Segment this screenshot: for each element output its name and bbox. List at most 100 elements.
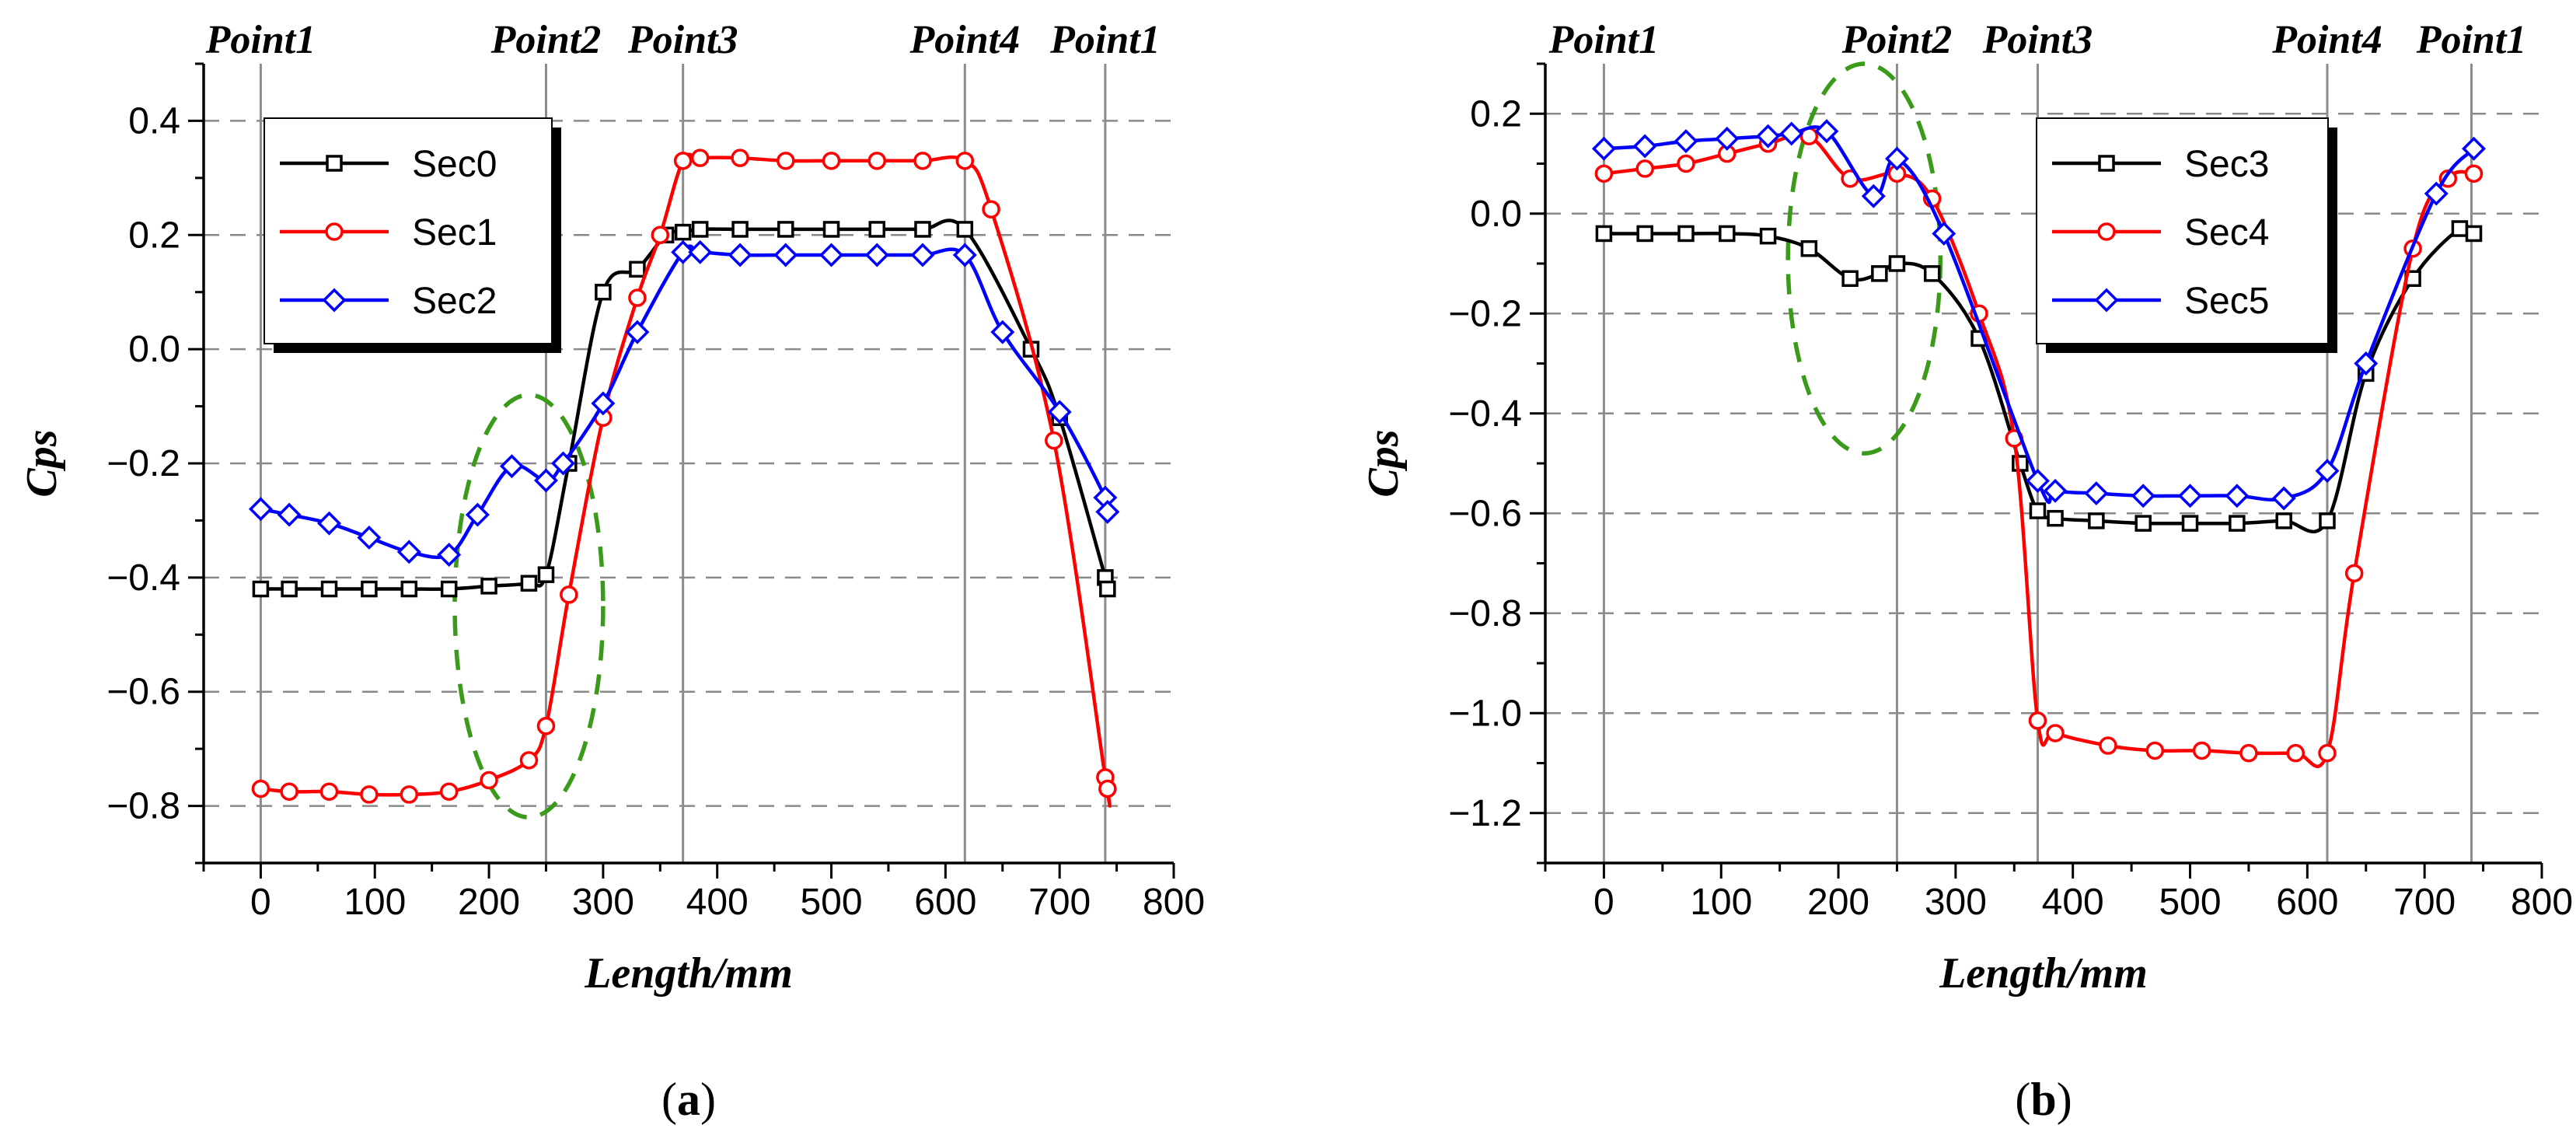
data-point-sec1	[913, 152, 932, 170]
data-point-sec2	[357, 525, 382, 550]
data-point-sec3	[1841, 270, 1859, 288]
data-point-sec0	[914, 221, 931, 238]
y-axis-title: Cps	[18, 429, 66, 497]
x-axis-title: Length/mm	[1939, 949, 2148, 998]
x-tick-label: 100	[344, 882, 406, 923]
data-point-sec3	[2275, 512, 2292, 529]
x-tick-label: 400	[686, 882, 749, 923]
data-point-sec0	[629, 260, 646, 278]
data-point-sec3	[1636, 225, 1653, 243]
data-point-sec4	[1635, 159, 1654, 178]
data-point-sec3	[1595, 225, 1613, 243]
data-point-sec0	[731, 221, 749, 238]
data-point-sec3	[2229, 515, 2246, 532]
data-point-sec4	[2286, 743, 2305, 763]
data-point-sec3	[2319, 512, 2336, 529]
data-point-sec3	[2088, 512, 2105, 529]
data-point-sec5	[2225, 484, 2250, 508]
data-point-sec5	[1861, 183, 1886, 208]
data-point-sec0	[480, 578, 497, 595]
data-point-sec1	[1098, 779, 1117, 798]
data-point-sec2	[591, 391, 616, 416]
y-tick-label: −1.0	[1448, 693, 1522, 734]
point-label: Point4	[2271, 18, 2382, 62]
data-point-sec3	[1923, 265, 1941, 282]
x-tick-label: 400	[2042, 882, 2104, 923]
data-point-sec1	[280, 782, 298, 801]
y-tick-label: −0.4	[1448, 393, 1522, 435]
data-point-sec2	[499, 454, 524, 479]
data-point-sec0	[252, 580, 270, 598]
data-point-sec0	[361, 580, 378, 598]
data-point-sec5	[1779, 121, 1804, 146]
data-point-sec3	[1677, 225, 1695, 243]
data-point-sec3	[2451, 220, 2469, 237]
legend-label-sec1: Sec1	[412, 212, 497, 253]
y-axis-title: Cps	[1360, 429, 1408, 497]
y-tick-label: 0.2	[128, 215, 180, 256]
data-point-sec1	[822, 152, 841, 170]
legend: Sec3 Sec4 Sec5	[2036, 117, 2337, 353]
y-tick-label: −0.4	[106, 557, 180, 599]
data-point-sec1	[628, 288, 647, 307]
panel-label: (a)	[661, 1074, 716, 1125]
y-tick-label: −0.8	[1448, 593, 1522, 634]
data-point-sec2	[1095, 499, 1120, 524]
y-tick-label: 0.0	[128, 329, 180, 370]
annotation-ellipse	[1785, 61, 1943, 456]
data-point-sec5	[1814, 119, 1839, 144]
data-point-sec3	[1719, 225, 1736, 243]
legend-marker-sec1	[325, 222, 344, 241]
data-point-sec0	[674, 223, 692, 241]
y-tick-label: −0.6	[106, 672, 180, 713]
x-tick-label: 800	[1143, 882, 1205, 923]
y-tick-label: −0.2	[106, 443, 180, 484]
x-tick-label: 500	[2159, 882, 2221, 923]
x-tick-label: 200	[1807, 882, 1869, 923]
data-point-sec2	[551, 451, 575, 476]
data-point-sec3	[1759, 227, 1777, 245]
legend: Sec0 Sec1 Sec2	[264, 117, 561, 353]
data-point-sec3	[2047, 509, 2064, 527]
point-label: Point2	[1841, 18, 1953, 62]
data-point-sec1	[519, 751, 539, 770]
data-point-sec3	[2465, 225, 2483, 243]
y-tick-label: −0.6	[1448, 493, 1522, 534]
y-tick-label: −1.2	[1448, 793, 1522, 834]
data-point-sec3	[2134, 515, 2152, 532]
data-point-sec2	[990, 320, 1015, 344]
chart-panel-b: Point1 Point2 Point3 Point4 Point1 0 100 200 300…	[1360, 18, 2573, 1125]
data-point-sec4	[2145, 741, 2165, 760]
data-point-sec1	[777, 152, 795, 170]
data-point-sec4	[2046, 724, 2065, 742]
data-point-sec4	[2028, 711, 2047, 730]
x-tick-label: 600	[2276, 882, 2338, 923]
data-point-sec0	[1099, 580, 1116, 598]
data-point-sec0	[691, 221, 709, 238]
x-tick-label: 700	[1028, 882, 1091, 923]
data-point-sec3	[1888, 255, 1906, 272]
data-point-sec2	[625, 320, 650, 344]
data-point-sec0	[520, 575, 538, 592]
data-point-sec0	[320, 580, 338, 598]
point-label: Point4	[909, 18, 1021, 62]
data-point-sec5	[1756, 124, 1781, 148]
data-point-sec4	[1677, 154, 1695, 173]
data-point-sec4	[2099, 736, 2117, 755]
data-point-sec1	[651, 225, 670, 245]
chart-panel-a: Point1 Point2 Point3 Point4 Point1 0 100 200 300…	[18, 18, 1205, 1125]
data-point-sec5	[2424, 181, 2449, 206]
data-point-sec0	[777, 221, 794, 238]
y-tick-label: 0.4	[128, 100, 180, 142]
data-point-sec1	[251, 779, 271, 798]
legend-label-sec5: Sec5	[2184, 281, 2269, 322]
data-point-sec4	[2192, 741, 2211, 760]
data-point-sec3	[2029, 502, 2047, 519]
data-point-sec3	[2181, 515, 2199, 532]
data-point-sec5	[1591, 136, 1616, 161]
data-point-sec5	[2354, 351, 2379, 376]
data-point-sec0	[281, 580, 298, 598]
data-point-sec5	[2025, 469, 2050, 493]
legend-marker-sec5	[2094, 288, 2119, 313]
